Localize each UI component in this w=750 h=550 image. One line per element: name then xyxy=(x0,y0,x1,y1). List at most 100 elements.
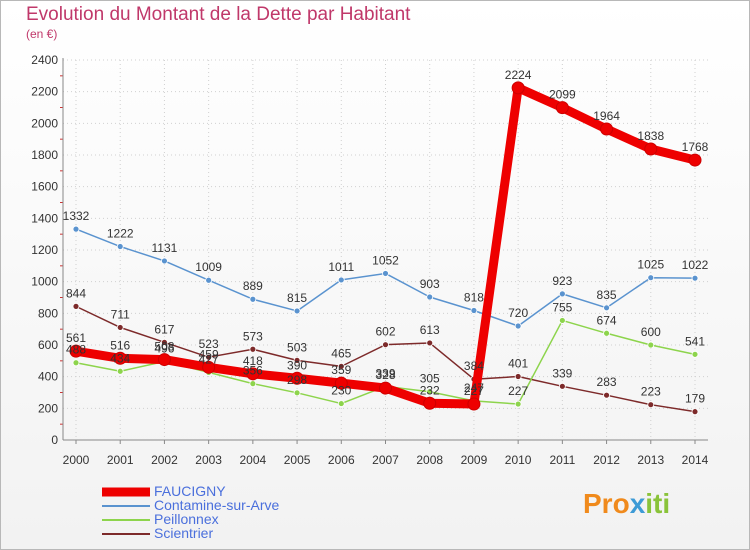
data-point xyxy=(644,142,658,156)
data-label: 401 xyxy=(508,357,528,371)
data-point xyxy=(157,353,171,367)
data-label: 1009 xyxy=(195,260,222,274)
data-point xyxy=(514,400,522,408)
data-point xyxy=(691,350,699,358)
data-point xyxy=(688,153,702,167)
data-label: 496 xyxy=(154,341,174,355)
x-tick-label: 2013 xyxy=(637,453,664,467)
data-label: 674 xyxy=(597,313,617,327)
data-label: 617 xyxy=(154,322,174,336)
data-point xyxy=(290,371,304,385)
data-label: 508 xyxy=(154,340,174,354)
data-point xyxy=(337,276,345,284)
data-label: 465 xyxy=(331,346,351,360)
data-label: 305 xyxy=(420,372,440,386)
data-point xyxy=(72,302,80,310)
data-point xyxy=(334,376,348,390)
data-label: 1222 xyxy=(107,227,134,241)
data-label: 390 xyxy=(287,358,307,372)
data-label: 755 xyxy=(552,300,572,314)
y-tick-label: 2000 xyxy=(31,116,58,130)
data-point xyxy=(113,351,127,365)
x-tick-label: 2004 xyxy=(240,453,267,467)
data-point xyxy=(603,329,610,337)
data-point xyxy=(161,338,168,346)
data-label: 516 xyxy=(110,338,130,352)
data-label: 1768 xyxy=(682,140,709,154)
y-tick-label: 200 xyxy=(38,401,58,415)
data-label: 561 xyxy=(66,331,86,345)
x-tick-label: 2002 xyxy=(151,453,178,467)
data-point xyxy=(603,391,610,399)
data-label: 541 xyxy=(685,334,705,348)
legend-label: Scientrier xyxy=(154,525,214,541)
legend-label: Contamine-sur-Arve xyxy=(154,497,280,513)
data-point xyxy=(426,388,434,396)
y-tick-label: 1600 xyxy=(31,180,58,194)
data-label: 488 xyxy=(66,343,86,357)
data-label: 1025 xyxy=(637,258,664,272)
data-label: 711 xyxy=(111,307,130,321)
data-point xyxy=(161,257,168,265)
x-tick-label: 2005 xyxy=(284,453,311,467)
data-label: 298 xyxy=(287,373,307,387)
data-point xyxy=(382,341,389,349)
data-point xyxy=(72,225,80,233)
legend-label: FAUCIGNY xyxy=(154,483,226,499)
y-tick-label: 2200 xyxy=(31,85,58,99)
x-tick-label: 2003 xyxy=(195,453,222,467)
data-label: 1131 xyxy=(152,241,178,255)
data-label: 903 xyxy=(420,277,440,291)
data-label: 179 xyxy=(685,392,705,406)
data-label: 818 xyxy=(464,290,484,304)
y-tick-label: 2400 xyxy=(31,53,58,67)
data-label: 844 xyxy=(66,286,86,300)
proxiti-logo: Proxiti xyxy=(583,488,670,520)
data-point xyxy=(514,322,522,330)
data-point xyxy=(293,389,301,397)
legend-swatch xyxy=(102,487,150,497)
legend-swatch xyxy=(102,519,150,521)
data-point xyxy=(202,360,216,374)
data-point xyxy=(116,367,124,375)
data-label: 227 xyxy=(508,384,528,398)
data-point xyxy=(426,293,434,301)
data-label: 835 xyxy=(597,288,617,302)
data-label: 2224 xyxy=(505,68,532,82)
data-point xyxy=(603,304,610,312)
x-tick-label: 2000 xyxy=(63,453,90,467)
data-label: 815 xyxy=(287,291,307,305)
y-tick-label: 1200 xyxy=(31,243,58,257)
data-label: 227 xyxy=(464,384,484,398)
data-point xyxy=(558,382,566,390)
data-point xyxy=(470,307,478,314)
data-point xyxy=(249,295,257,303)
data-label: 247 xyxy=(464,381,484,395)
data-label: 1022 xyxy=(682,258,709,272)
data-label: 1964 xyxy=(593,109,620,123)
legend-swatch xyxy=(102,505,150,507)
x-tick-label: 2001 xyxy=(107,453,134,467)
data-label: 384 xyxy=(464,359,484,373)
data-point xyxy=(423,396,437,410)
data-point xyxy=(379,381,392,395)
data-label: 459 xyxy=(199,347,219,361)
x-tick-label: 2009 xyxy=(461,453,488,467)
data-label: 339 xyxy=(552,366,572,380)
y-tick-label: 1800 xyxy=(31,148,58,162)
x-tick-label: 2008 xyxy=(416,453,443,467)
data-label: 1011 xyxy=(328,260,354,274)
data-point xyxy=(691,408,699,416)
data-label: 600 xyxy=(641,325,661,339)
data-point xyxy=(647,274,655,282)
data-label: 223 xyxy=(641,385,661,399)
data-point xyxy=(467,397,481,411)
data-label: 503 xyxy=(287,340,307,354)
data-point xyxy=(647,401,655,409)
data-point xyxy=(249,380,257,388)
data-point xyxy=(555,101,569,115)
data-label: 328 xyxy=(375,368,395,382)
data-label: 523 xyxy=(199,337,219,351)
y-tick-label: 400 xyxy=(38,370,58,384)
data-label: 1332 xyxy=(63,209,90,223)
